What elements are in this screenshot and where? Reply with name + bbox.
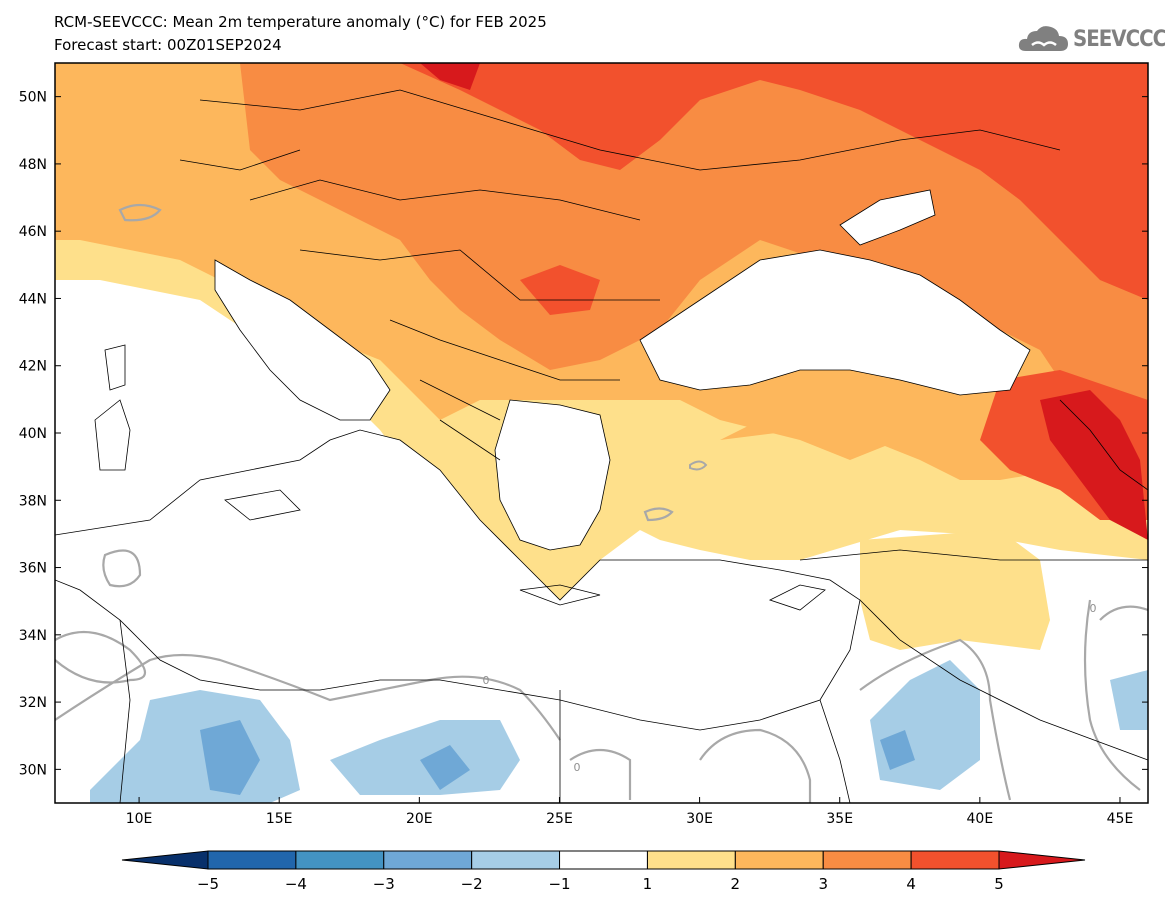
axis-ticks: 10E 15E 20E 25E 30E 35E 40E 45E 50N 48N 46N 44N 42N 4… xyxy=(19,90,1148,827)
colorbar-label: 2 xyxy=(731,875,741,893)
colorbar-segment xyxy=(910,850,1000,870)
zero-contour-arabia xyxy=(859,638,1012,801)
zero-contour-east-top xyxy=(1099,605,1148,621)
anomaly-band-neg-east xyxy=(1110,670,1148,730)
lon-tick-label: 40E xyxy=(967,811,994,827)
anomaly-max-north xyxy=(420,63,480,90)
anomaly-band-3-4 xyxy=(240,63,1148,420)
chart-title: RCM-SEEVCCC: Mean 2m temperature anomaly… xyxy=(54,13,547,31)
zero-contour-west xyxy=(55,630,147,684)
azov-sea-mask xyxy=(840,190,935,245)
colorbar-label: −5 xyxy=(197,875,219,893)
lat-tick-label: 40N xyxy=(19,426,47,442)
contour-labels: 0 0 0 xyxy=(483,602,1097,774)
colorbar-label: −3 xyxy=(373,875,395,893)
lat-tick-label: 36N xyxy=(19,561,47,577)
zero-contour-east xyxy=(1083,599,1141,791)
lat-tick-label: 42N xyxy=(19,359,47,375)
lon-tick-label: 10E xyxy=(126,811,153,827)
lat-tick-label: 32N xyxy=(19,695,47,711)
anomaly-band-neg-2-3-libya xyxy=(200,720,260,795)
colorbar-label: 4 xyxy=(906,875,916,893)
seevccc-logo: SEEVCCC xyxy=(1018,23,1165,55)
lon-tick-label: 25E xyxy=(546,811,573,827)
zero-contour-alps xyxy=(118,203,162,222)
lon-tick-label: 45E xyxy=(1107,811,1134,827)
contour-label: 0 xyxy=(1090,602,1097,615)
zero-contour-turkey xyxy=(643,507,674,522)
lat-tick-label: 30N xyxy=(19,762,47,778)
zero-contour-africa xyxy=(55,653,561,741)
colorbar-label: −4 xyxy=(285,875,307,893)
lon-tick-label: 30E xyxy=(686,811,713,827)
colorbar: −5 −4 −3 −2 −1 1 2 3 4 5 xyxy=(121,850,1086,893)
aegean-sea-mask xyxy=(495,400,610,550)
colorbar-segment xyxy=(207,850,297,870)
lat-tick-label: 48N xyxy=(19,157,47,173)
zero-contour-small xyxy=(102,549,142,588)
logo-text: SEEVCCC xyxy=(1073,27,1165,52)
colorbar-segment xyxy=(822,850,912,870)
contour-label: 0 xyxy=(483,674,490,687)
coastlines-borders xyxy=(55,89,1148,803)
colorbar-segment xyxy=(646,850,736,870)
colorbar-segment xyxy=(383,850,473,870)
anomaly-band-4-5 xyxy=(400,63,1148,300)
lat-tick-label: 34N xyxy=(19,628,47,644)
lon-tick-label: 35E xyxy=(826,811,853,827)
colorbar-label: −1 xyxy=(548,875,570,893)
lon-tick-label: 15E xyxy=(266,811,293,827)
forecast-start: Forecast start: 00Z01SEP2024 xyxy=(54,36,282,54)
contour-label: 0 xyxy=(574,761,581,774)
zero-contour-sinai xyxy=(699,728,812,803)
lat-tick-label: 46N xyxy=(19,224,47,240)
mediterranean-sea-mask xyxy=(55,430,860,730)
lon-tick-label: 20E xyxy=(406,811,433,827)
anomaly-max-caucasus xyxy=(1040,390,1148,540)
colorbar-label: 5 xyxy=(994,875,1004,893)
zero-contour-egypt xyxy=(569,749,632,800)
colorbar-segment xyxy=(121,850,209,870)
colorbar-segment xyxy=(471,850,561,870)
black-sea-mask xyxy=(640,250,1030,395)
colorbar-label: −2 xyxy=(461,875,483,893)
colorbar-segment xyxy=(998,850,1086,870)
zero-contour-small-turkey xyxy=(689,460,708,471)
lat-tick-label: 44N xyxy=(19,291,47,307)
colorbar-label: 3 xyxy=(818,875,828,893)
anomaly-field xyxy=(55,63,1148,803)
anomaly-hotspot-romania xyxy=(520,265,600,315)
lat-tick-label: 50N xyxy=(19,90,47,106)
adriatic-sea-mask xyxy=(215,260,390,420)
anomaly-band-neg-arabia-core xyxy=(880,730,915,770)
anomaly-band-neg-egypt-core xyxy=(420,745,470,790)
cloud-icon xyxy=(1018,26,1068,51)
colorbar-segment xyxy=(734,850,824,870)
colorbar-segment xyxy=(559,850,648,870)
lat-tick-label: 38N xyxy=(19,493,47,509)
colorbar-segment xyxy=(295,850,385,870)
anomaly-band-levant xyxy=(860,530,1050,650)
colorbar-label: 1 xyxy=(643,875,653,893)
